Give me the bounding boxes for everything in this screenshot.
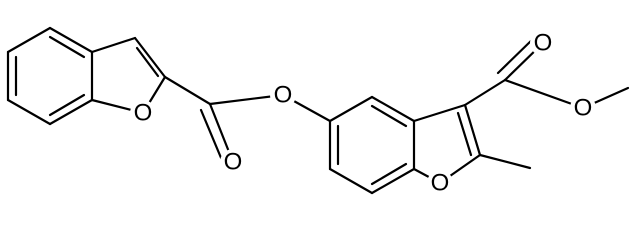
atom-label: O (534, 29, 553, 56)
atom-label: O (574, 94, 593, 121)
atom-label: O (431, 169, 450, 196)
bonds (6, 26, 630, 195)
atom-label: O (274, 81, 293, 108)
atom-label: O (134, 99, 153, 126)
atom-labels: O O O O O O (130, 29, 596, 196)
molecule-diagram: O O O O O O (6, 26, 630, 196)
atom-label: O (224, 148, 243, 175)
